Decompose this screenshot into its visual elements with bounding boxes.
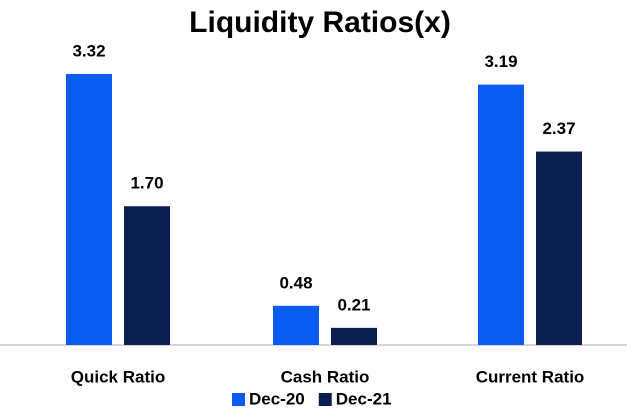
x-tick-label: Quick Ratio	[71, 367, 165, 386]
chart-title: Liquidity Ratios(x)	[189, 6, 451, 39]
bar	[66, 74, 112, 345]
bar	[478, 84, 524, 345]
x-tick-label: Current Ratio	[476, 367, 585, 386]
data-label: 3.32	[72, 41, 105, 60]
data-label: 3.19	[484, 52, 517, 71]
data-label: 2.37	[542, 119, 575, 138]
bar	[273, 305, 319, 345]
data-label: 1.70	[130, 174, 163, 193]
data-label: 0.48	[279, 273, 312, 292]
legend-swatch	[232, 393, 245, 406]
legend-label: Dec-20	[249, 389, 305, 408]
bar	[536, 151, 582, 345]
legend-label: Dec-21	[336, 389, 392, 408]
bar	[124, 206, 170, 345]
bar	[331, 327, 377, 345]
data-label: 0.21	[337, 295, 370, 314]
x-tick-label: Cash Ratio	[281, 367, 370, 386]
legend-swatch	[318, 393, 332, 406]
